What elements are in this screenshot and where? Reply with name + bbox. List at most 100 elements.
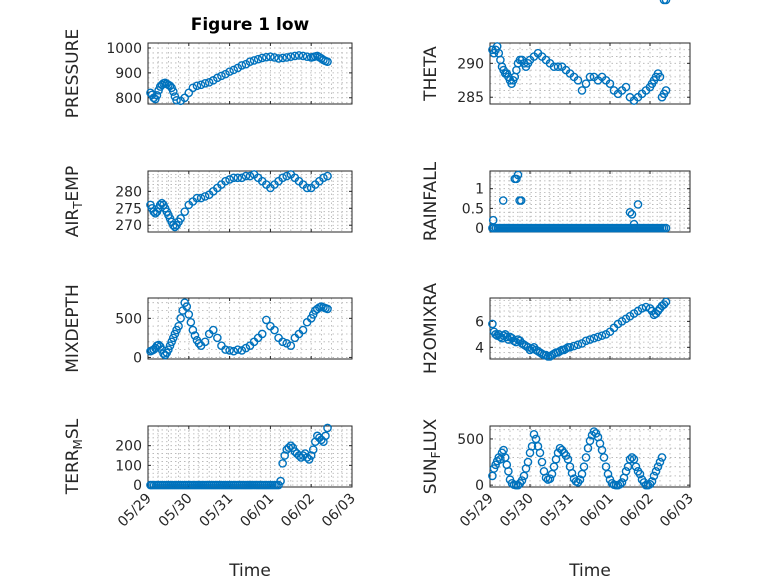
- data-point: [655, 72, 665, 82]
- data-point: [585, 335, 595, 344]
- data-point: [631, 462, 641, 471]
- subplot-6: 4 6 H2OMIXRA: [421, 283, 691, 374]
- data-point: [302, 183, 312, 193]
- y-tick-label: 1000: [106, 41, 142, 57]
- y-tick-label: 1: [475, 182, 484, 198]
- y-axis-label: TERRMSL: [63, 418, 85, 495]
- data-point: [233, 345, 243, 354]
- plot-border: [147, 425, 353, 488]
- data-point: [233, 173, 243, 183]
- data-point: [635, 469, 645, 479]
- data-point: [286, 441, 296, 450]
- data-point: [651, 466, 661, 476]
- data-point: [186, 317, 196, 327]
- data-point: [266, 52, 275, 61]
- data-point: [319, 173, 328, 183]
- data-point: [257, 53, 267, 63]
- data-point: [649, 471, 659, 481]
- data-point: [512, 174, 521, 184]
- data-point: [274, 54, 283, 63]
- data-point: [278, 173, 287, 183]
- data-point: [323, 304, 332, 314]
- data-point: [535, 448, 545, 458]
- y-axis-label: AIRTEMP: [63, 166, 85, 237]
- data-point: [208, 325, 218, 335]
- data-point: [565, 343, 575, 352]
- y-tick-label: 100: [115, 458, 142, 474]
- data-point: [196, 80, 206, 90]
- data-point: [597, 331, 607, 340]
- data-point: [282, 53, 292, 62]
- x-axis-label: Time: [568, 561, 611, 581]
- data-point: [627, 453, 637, 462]
- data-point: [245, 57, 255, 66]
- data-point: [537, 457, 547, 467]
- data-point: [509, 336, 519, 346]
- data-point: [321, 431, 330, 441]
- y-tick-label: 0: [133, 478, 142, 494]
- data-point: [615, 479, 625, 489]
- figure-title: Figure 1 low: [191, 15, 310, 35]
- plot-border: [489, 425, 691, 488]
- y-axis-label: PRESSURE: [63, 29, 83, 118]
- data-point: [172, 95, 181, 105]
- data-point: [180, 93, 190, 103]
- data-point: [488, 215, 498, 225]
- data-point: [491, 330, 500, 339]
- data-point: [241, 171, 251, 181]
- data-point: [282, 171, 292, 181]
- data-point: [581, 336, 591, 346]
- data-point: [298, 51, 308, 61]
- data-point: [225, 67, 234, 76]
- subplot-2: 285 290 THETA: [421, 42, 691, 106]
- data-point: [627, 209, 637, 219]
- y-tick-label: 0.5: [462, 201, 484, 217]
- data-point: [188, 83, 198, 93]
- y-tick-label: 500: [457, 432, 484, 448]
- data-point: [270, 53, 279, 62]
- data-point: [323, 171, 332, 181]
- data-point: [213, 333, 222, 343]
- y-axis-label: H2OMIXRA: [421, 283, 441, 374]
- data-point: [168, 333, 178, 343]
- data-point: [589, 333, 599, 343]
- data-point: [633, 200, 643, 209]
- data-point: [253, 54, 263, 64]
- data-point: [599, 453, 609, 462]
- data-point: [585, 72, 595, 82]
- subplot-7: 0 100 200 05/29 05/30 05/31 06/01 06/02 06/03 TER…: [63, 418, 359, 581]
- data-point: [204, 78, 214, 87]
- data-point: [625, 208, 635, 217]
- y-tick-label: 4: [475, 340, 484, 356]
- data-point: [237, 61, 247, 70]
- data-point: [276, 476, 285, 486]
- data-point: [278, 337, 287, 347]
- x-tick-label: 05/31: [537, 491, 577, 531]
- data-point: [308, 445, 318, 454]
- data-point: [579, 462, 589, 471]
- subplot-4: 0 0.5 1 RAINFALL: [421, 161, 691, 241]
- x-tick-label: 06/02: [617, 491, 657, 531]
- data-point: [581, 453, 591, 462]
- data-point: [603, 469, 613, 479]
- data-point: [625, 454, 635, 464]
- data-point: [661, 223, 671, 233]
- data-point: [498, 196, 508, 205]
- data-point: [641, 302, 651, 312]
- data-point: [621, 466, 631, 476]
- data-point: [192, 81, 202, 91]
- x-tick-label: 06/03: [657, 491, 697, 531]
- data-point: [577, 86, 587, 95]
- data-point: [607, 479, 617, 488]
- plot-border: [489, 297, 691, 360]
- data-point: [176, 214, 185, 223]
- data-point: [286, 52, 296, 61]
- y-axis-label: SUNFLUX: [421, 418, 443, 494]
- data-point: [262, 52, 271, 62]
- data-point: [637, 304, 647, 313]
- y-tick-label: 200: [115, 439, 142, 455]
- data-point: [180, 207, 190, 216]
- data-point: [516, 196, 526, 205]
- y-tick-label: 6: [475, 314, 484, 330]
